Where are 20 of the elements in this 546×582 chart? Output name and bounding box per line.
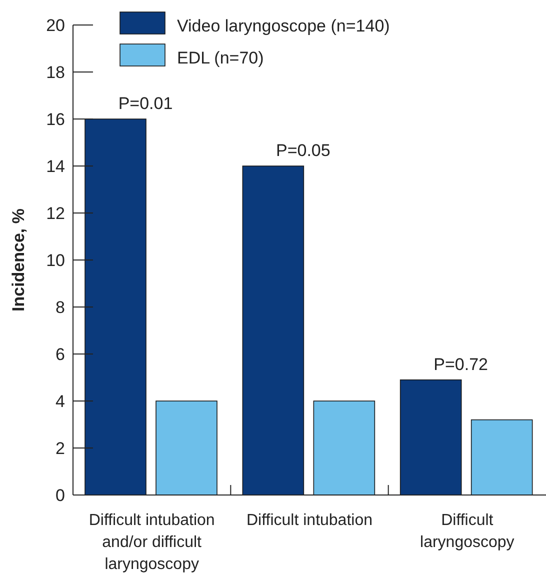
y-tick-label: 0: [56, 486, 65, 505]
y-tick-label: 16: [46, 110, 65, 129]
y-tick-label: 12: [46, 204, 65, 223]
legend-label: EDL (n=70): [177, 48, 264, 68]
y-tick-label: 20: [46, 16, 65, 35]
y-tick-label: 18: [46, 62, 65, 82]
legend-label: Video laryngoscope (n=140): [177, 16, 390, 36]
y-axis-title: Incidence, %: [9, 208, 28, 312]
annotation: P=0.05: [276, 141, 330, 160]
x-tick-label: Difficult intubation: [246, 512, 372, 529]
x-tick-label: Difficult laryngoscopy: [420, 512, 514, 551]
y-tick-label: 8: [56, 298, 65, 317]
annotation: P=0.01: [118, 94, 173, 113]
y-tick-label: 2: [56, 438, 65, 458]
annotation: P=0.72: [434, 354, 488, 374]
y-tick-label: 6: [56, 344, 65, 364]
y-tick-label: 4: [56, 392, 65, 411]
x-tick-label: Difficult intubation and/or difficult laryngoscopy: [88, 512, 215, 573]
y-tick-label: 14: [46, 156, 65, 176]
y-tick-label: 10: [46, 250, 65, 270]
